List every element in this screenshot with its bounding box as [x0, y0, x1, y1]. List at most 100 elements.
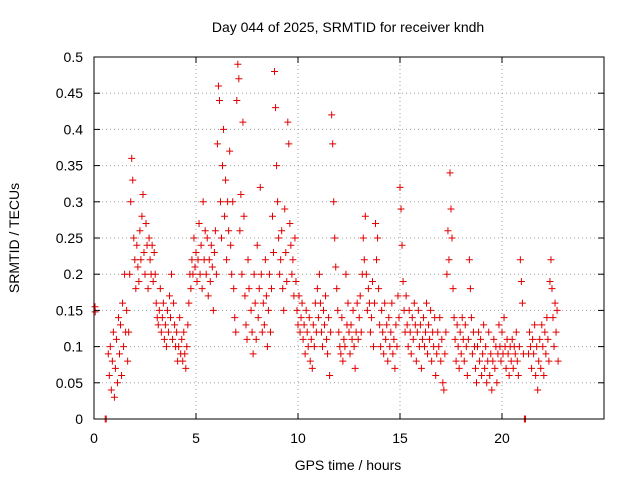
data-point [173, 328, 181, 336]
data-point [261, 256, 269, 264]
y-tick-label: 0.1 [64, 339, 84, 355]
grid-lines [94, 57, 604, 419]
data-point [385, 314, 393, 322]
data-point [265, 270, 273, 278]
data-point [302, 306, 310, 314]
data-point [334, 306, 342, 314]
data-point [416, 321, 424, 329]
data-point [256, 183, 264, 191]
data-point [292, 277, 300, 285]
data-point [213, 140, 221, 148]
data-point [154, 321, 162, 329]
data-point [473, 379, 480, 387]
data-point [437, 357, 445, 365]
data-point [532, 372, 540, 380]
data-point [546, 277, 554, 285]
data-point [345, 328, 353, 336]
data-point [123, 306, 131, 314]
data-point [219, 162, 227, 170]
data-point [454, 343, 462, 351]
data-point [447, 205, 455, 213]
data-point [215, 96, 223, 104]
data-point [395, 314, 403, 322]
data-point [162, 343, 170, 351]
data-point [399, 277, 407, 285]
data-point [279, 285, 287, 293]
data-point [387, 328, 395, 336]
data-point [134, 263, 142, 271]
data-point [374, 234, 382, 242]
data-point [386, 343, 394, 351]
data-point [468, 350, 476, 358]
data-point [244, 256, 252, 264]
data-point [526, 328, 534, 336]
x-axis-label: GPS time / hours [295, 457, 402, 473]
data-point [327, 328, 335, 336]
data-point [326, 372, 334, 380]
x-tick-label: 10 [290, 430, 306, 446]
data-point [441, 350, 449, 358]
data-point [534, 386, 542, 394]
data-point [124, 357, 132, 365]
data-point [196, 270, 204, 278]
data-point [550, 343, 558, 351]
data-point [267, 285, 275, 293]
data-point [443, 270, 451, 278]
data-point [495, 321, 503, 329]
data-point [221, 212, 229, 220]
data-point [198, 285, 206, 293]
data-point [316, 299, 324, 307]
data-point [307, 335, 315, 343]
data-point [361, 212, 369, 220]
data-point [410, 299, 418, 307]
data-point [423, 299, 431, 307]
data-point [477, 335, 485, 343]
data-point [238, 270, 246, 278]
data-point [258, 328, 266, 336]
y-tick-label: 0 [75, 411, 83, 427]
data-point [287, 241, 295, 249]
data-point [155, 306, 163, 314]
data-point [188, 256, 196, 264]
data-point [226, 147, 234, 155]
data-point [486, 372, 494, 380]
data-point [208, 263, 216, 271]
data-point [502, 364, 510, 372]
data-point [169, 335, 177, 343]
data-point [304, 343, 312, 351]
data-point [235, 75, 243, 83]
data-point [536, 335, 544, 343]
data-point [116, 350, 123, 358]
data-point [227, 241, 235, 249]
data-point [247, 306, 255, 314]
data-point [281, 205, 289, 213]
data-point [371, 299, 378, 307]
data-point [284, 118, 292, 126]
data-point [303, 328, 311, 336]
data-point [285, 140, 293, 148]
data-point [481, 364, 489, 372]
data-point [329, 140, 337, 148]
data-point [250, 270, 258, 278]
data-point [289, 256, 297, 264]
data-point [145, 234, 153, 242]
data-point [507, 357, 515, 365]
data-point [357, 328, 365, 336]
data-point [346, 350, 354, 358]
data-point [446, 169, 454, 177]
data-point [133, 241, 141, 249]
data-point [375, 285, 383, 293]
data-point [146, 256, 154, 264]
data-point [405, 306, 413, 314]
data-point [529, 335, 537, 343]
data-point [408, 314, 416, 322]
data-point [189, 270, 197, 278]
data-point [136, 227, 144, 235]
data-point [384, 357, 392, 365]
data-point [402, 292, 410, 300]
data-point [462, 343, 470, 351]
data-point [398, 241, 406, 249]
data-point [109, 328, 117, 336]
data-point [456, 328, 464, 336]
